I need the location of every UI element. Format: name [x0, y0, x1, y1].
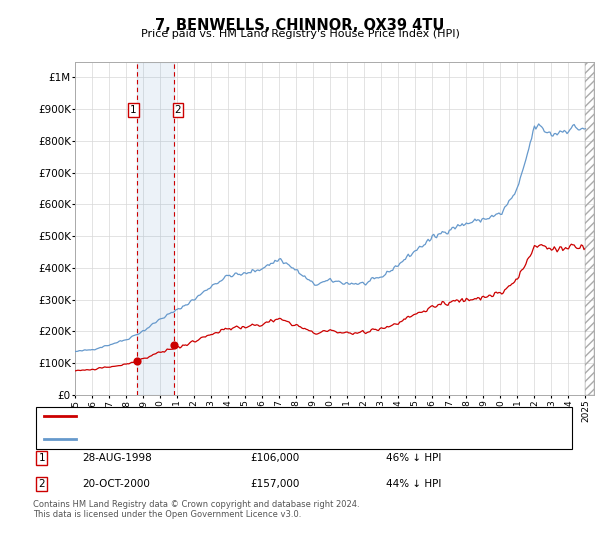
Text: 7, BENWELLS, CHINNOR, OX39 4TU: 7, BENWELLS, CHINNOR, OX39 4TU	[155, 18, 445, 33]
Text: 44% ↓ HPI: 44% ↓ HPI	[386, 479, 442, 489]
Text: HPI: Average price, detached house, South Oxfordshire: HPI: Average price, detached house, Sout…	[88, 435, 375, 444]
Text: Price paid vs. HM Land Registry's House Price Index (HPI): Price paid vs. HM Land Registry's House …	[140, 29, 460, 39]
Text: 46% ↓ HPI: 46% ↓ HPI	[386, 453, 442, 463]
Text: Contains HM Land Registry data © Crown copyright and database right 2024.
This d: Contains HM Land Registry data © Crown c…	[33, 500, 359, 519]
Bar	[137, 62, 173, 395]
Text: 28-AUG-1998: 28-AUG-1998	[82, 453, 152, 463]
Text: 2: 2	[175, 105, 181, 115]
Text: 2: 2	[38, 479, 45, 489]
FancyBboxPatch shape	[36, 407, 572, 449]
Text: £106,000: £106,000	[250, 453, 299, 463]
Point	[133, 357, 142, 366]
Point	[169, 340, 178, 349]
Text: £157,000: £157,000	[250, 479, 299, 489]
Text: 20-OCT-2000: 20-OCT-2000	[82, 479, 150, 489]
Text: 1: 1	[130, 105, 137, 115]
Text: 1: 1	[38, 453, 45, 463]
Text: 7, BENWELLS, CHINNOR, OX39 4TU (detached house): 7, BENWELLS, CHINNOR, OX39 4TU (detached…	[88, 412, 365, 421]
